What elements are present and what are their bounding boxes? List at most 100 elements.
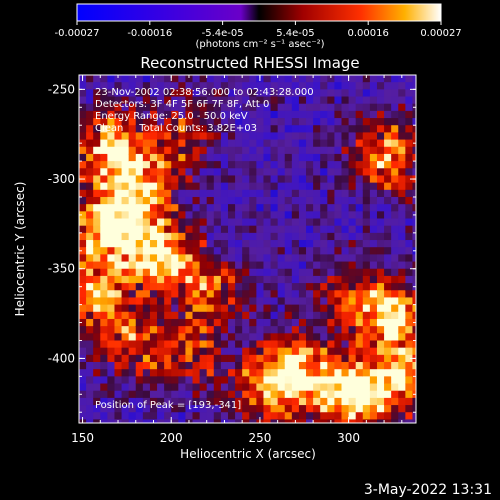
heatmap-cell bbox=[334, 189, 343, 198]
heatmap-cell bbox=[213, 347, 222, 356]
heatmap-cell bbox=[405, 340, 414, 349]
heatmap-cell bbox=[220, 397, 229, 406]
heatmap-cell bbox=[149, 333, 158, 342]
heatmap-cell bbox=[249, 146, 257, 155]
heatmap-cell bbox=[277, 311, 286, 320]
heatmap-cell bbox=[362, 218, 371, 227]
heatmap-cell bbox=[334, 82, 343, 90]
heatmap-cell bbox=[206, 146, 215, 155]
heatmap-cell bbox=[405, 369, 414, 377]
heatmap-cell bbox=[369, 82, 378, 90]
heatmap-cell bbox=[235, 196, 243, 205]
heatmap-cell bbox=[178, 175, 187, 184]
heatmap-cell bbox=[149, 318, 158, 327]
heatmap-cell bbox=[107, 283, 116, 291]
heatmap-cell bbox=[107, 275, 116, 284]
heatmap-cell bbox=[341, 383, 350, 392]
heatmap-cell bbox=[256, 211, 265, 220]
heatmap-cell bbox=[79, 318, 87, 327]
heatmap-cell bbox=[306, 340, 314, 349]
heatmap-cell bbox=[362, 340, 371, 349]
heatmap-cell bbox=[242, 390, 250, 399]
heatmap-cell bbox=[235, 304, 243, 313]
heatmap-cell bbox=[213, 254, 222, 263]
heatmap-cell bbox=[384, 175, 392, 184]
heatmap-cell bbox=[227, 103, 236, 112]
plot-frame bbox=[78, 74, 417, 424]
heatmap-cell bbox=[298, 153, 307, 162]
heatmap-cell bbox=[348, 211, 357, 220]
heatmap-cell bbox=[291, 218, 300, 227]
heatmap-cell bbox=[206, 290, 215, 299]
heatmap-cell bbox=[277, 218, 286, 227]
heatmap-cell bbox=[142, 397, 151, 406]
heatmap-cell bbox=[93, 204, 101, 212]
heatmap-cell bbox=[348, 397, 357, 406]
heatmap-cell bbox=[157, 247, 165, 255]
heatmap-cell bbox=[107, 189, 116, 198]
heatmap-cell bbox=[263, 89, 272, 98]
heatmap-cell bbox=[93, 182, 101, 191]
y-tick-label: -350 bbox=[48, 262, 75, 276]
heatmap-cell bbox=[355, 182, 364, 191]
heatmap-cell bbox=[149, 390, 158, 399]
heatmap-cell bbox=[298, 240, 307, 248]
heatmap-cell bbox=[235, 297, 243, 306]
heatmap-cell bbox=[277, 125, 286, 134]
heatmap-cell bbox=[391, 218, 399, 227]
heatmap-cell bbox=[376, 189, 385, 198]
heatmap-cell bbox=[313, 383, 321, 392]
heatmap-cell bbox=[291, 196, 300, 205]
heatmap-cell bbox=[391, 132, 399, 141]
heatmap-cell bbox=[114, 168, 123, 177]
heatmap-cell bbox=[149, 247, 158, 255]
heatmap-cell bbox=[192, 261, 201, 270]
heatmap-cell bbox=[405, 153, 414, 162]
heatmap-cell bbox=[376, 297, 385, 306]
heatmap-cell bbox=[128, 333, 137, 342]
heatmap-cell bbox=[178, 247, 187, 255]
heatmap-cell bbox=[142, 275, 151, 284]
heatmap-cell bbox=[341, 96, 350, 105]
heatmap-cell bbox=[235, 340, 243, 349]
heatmap-cell bbox=[313, 275, 321, 284]
heatmap-cell bbox=[213, 168, 222, 177]
heatmap-cell bbox=[242, 326, 250, 334]
heatmap-cell bbox=[306, 75, 314, 83]
heatmap-cell bbox=[227, 354, 236, 363]
heatmap-cell bbox=[313, 247, 321, 255]
heatmap-cell bbox=[178, 369, 187, 377]
heatmap-cell bbox=[242, 118, 250, 126]
heatmap-cell bbox=[128, 362, 137, 370]
heatmap-cell bbox=[135, 110, 144, 119]
heatmap-cell bbox=[327, 153, 336, 162]
heatmap-cell bbox=[291, 146, 300, 155]
heatmap-cell bbox=[128, 347, 137, 356]
heatmap-cell bbox=[256, 168, 265, 177]
heatmap-cell bbox=[348, 419, 357, 423]
heatmap-cell bbox=[313, 110, 321, 119]
heatmap-cell bbox=[114, 247, 123, 255]
heatmap-cell bbox=[164, 297, 172, 306]
heatmap-cell bbox=[405, 254, 414, 263]
heatmap-cell bbox=[192, 161, 201, 169]
heatmap-cell bbox=[206, 405, 215, 413]
heatmap-cell bbox=[100, 153, 108, 162]
heatmap-cell bbox=[86, 333, 94, 342]
heatmap-cell bbox=[178, 132, 187, 141]
heatmap-cell bbox=[185, 153, 194, 162]
heatmap-cell bbox=[93, 405, 101, 413]
heatmap-cell bbox=[412, 161, 416, 169]
heatmap-cell bbox=[178, 211, 187, 220]
heatmap-cell bbox=[270, 362, 279, 370]
heatmap-cell bbox=[242, 297, 250, 306]
heatmap-cell bbox=[376, 218, 385, 227]
heatmap-cell bbox=[362, 254, 371, 263]
heatmap-cell bbox=[192, 146, 201, 155]
heatmap-cell bbox=[220, 383, 229, 392]
heatmap-cell bbox=[242, 362, 250, 370]
heatmap-cell bbox=[405, 383, 414, 392]
heatmap-cell bbox=[149, 412, 158, 421]
heatmap-cell bbox=[398, 261, 406, 270]
heatmap-cell bbox=[128, 311, 137, 320]
